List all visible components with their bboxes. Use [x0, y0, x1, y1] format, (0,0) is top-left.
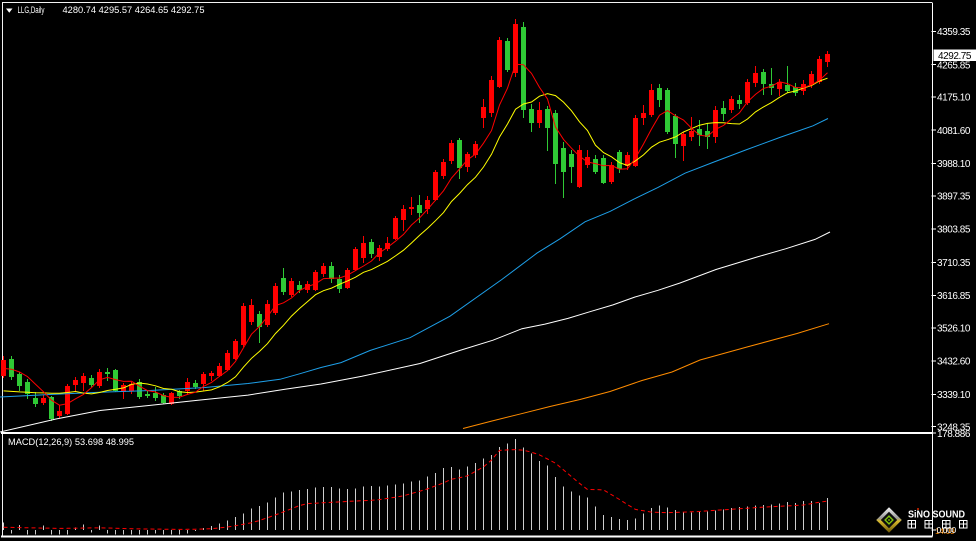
- svg-text:4359.35: 4359.35: [937, 27, 971, 38]
- svg-text:14:09: 14:09: [935, 526, 955, 536]
- svg-text:4081.60: 4081.60: [937, 126, 971, 137]
- svg-text:3616.85: 3616.85: [937, 291, 971, 302]
- svg-text:4280.74 4295.57 4264.65 4292.7: 4280.74 4295.57 4264.65 4292.75: [63, 5, 205, 15]
- svg-text:3710.35: 3710.35: [937, 258, 971, 269]
- svg-text:SiNO SOUND: SiNO SOUND: [908, 510, 965, 521]
- svg-text:3988.10: 3988.10: [937, 159, 971, 170]
- svg-text:4265.85: 4265.85: [937, 60, 971, 71]
- svg-text:178.886: 178.886: [937, 429, 971, 440]
- svg-text:4175.10: 4175.10: [937, 93, 971, 104]
- svg-text:3803.85: 3803.85: [937, 225, 971, 236]
- svg-text:3432.60: 3432.60: [937, 357, 971, 368]
- svg-text:0.000: 0.000: [937, 525, 957, 535]
- svg-text:3248.35: 3248.35: [937, 422, 971, 433]
- svg-text:MACD(12,26,9) 53.698 48.995: MACD(12,26,9) 53.698 48.995: [8, 437, 134, 447]
- svg-text:4292.75: 4292.75: [938, 51, 972, 62]
- svg-text:3897.35: 3897.35: [937, 191, 971, 202]
- svg-text:LLG,Daily: LLG,Daily: [18, 5, 45, 15]
- svg-text:3526.10: 3526.10: [937, 324, 971, 335]
- svg-text:3339.10: 3339.10: [937, 390, 971, 401]
